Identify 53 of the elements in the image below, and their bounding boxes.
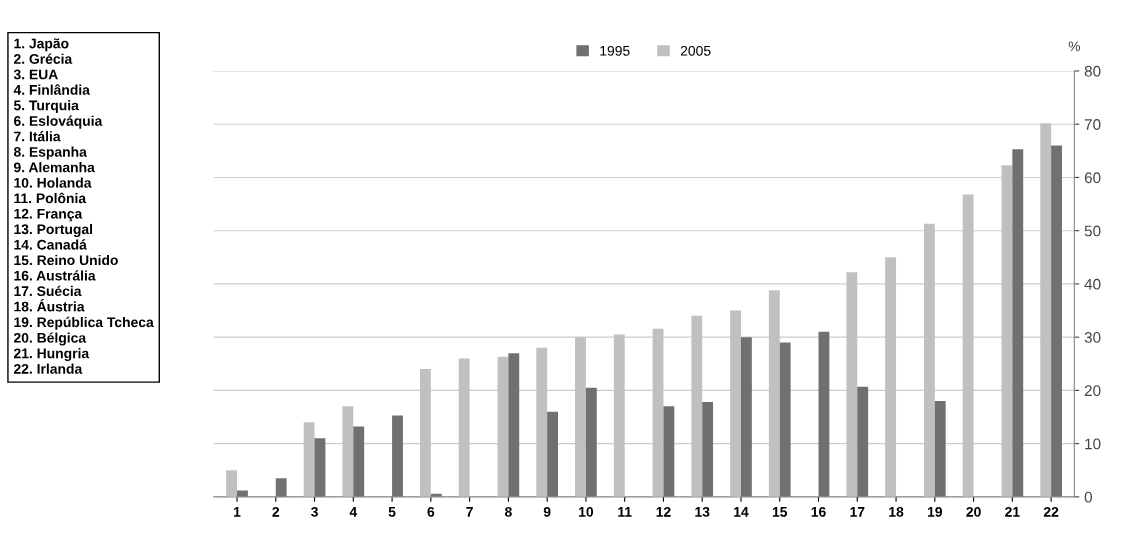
x-tick-label: 10 (579, 506, 594, 517)
bar (392, 415, 403, 497)
bar (226, 470, 238, 497)
x-tick-label: 20 (966, 506, 981, 517)
x-tick-label: 2 (272, 506, 280, 517)
legend-label: 2005 (680, 45, 711, 56)
x-tick-label: 14 (734, 507, 749, 517)
x-tick-label: 8 (504, 506, 512, 517)
x-tick-label: 6 (427, 506, 435, 517)
x-tick-label: 1 (234, 507, 241, 517)
x-tick-label: 7 (466, 507, 473, 517)
bar (779, 342, 791, 497)
x-tick-label: 9 (543, 506, 551, 517)
y-tick-label: 20 (1084, 385, 1101, 397)
text: 1. Japão 2. Grécia 3. EUA 4. Finlândia 5. Turquia 6. Eslováquia 7. Itália 8. Espanha 9. Alemanha 10. Holanda 11. Polônia 12. França 13. Portugal 14. Canadá 15. Reino Unido 16. Austrália 17. Suécia 18. Áustria 19. República Tcheca 20. Bélgica 21. Hungria 22. Irlanda (13, 38, 154, 374)
x-tick-label: 15 (772, 507, 788, 517)
bar (1012, 149, 1024, 497)
x-tick-label: 21 (1005, 506, 1020, 517)
bar (857, 386, 869, 497)
x-tick-label: 18 (889, 506, 904, 517)
y-tick-label: 0 (1084, 491, 1092, 503)
bar (547, 411, 558, 497)
x-tick-label: 17 (850, 507, 865, 517)
bar (1051, 145, 1062, 497)
bar (275, 478, 287, 497)
y-tick-label: 30 (1084, 332, 1101, 343)
x-tick-label: 19 (927, 506, 943, 517)
bar (818, 331, 830, 497)
x-tick-label: 22 (1043, 506, 1059, 517)
x-tick-label: 13 (695, 506, 710, 517)
bar (740, 337, 752, 497)
bar (702, 402, 714, 497)
bar (585, 387, 597, 497)
x-tick-label: 12 (656, 506, 671, 517)
bar (353, 426, 365, 497)
bar (663, 406, 675, 497)
bar (934, 401, 946, 497)
x-tick-label: 4 (349, 507, 358, 517)
bar (237, 490, 248, 497)
y-tick-label: 50 (1084, 225, 1101, 237)
y-axis-title: % (1068, 41, 1081, 52)
bar (314, 438, 326, 497)
y-tick-label: 10 (1085, 438, 1101, 450)
y-tick-label: 60 (1084, 172, 1101, 184)
legend-label: 1995 (600, 45, 630, 56)
y-tick-label: 40 (1084, 278, 1101, 290)
x-tick-label: 5 (388, 507, 396, 517)
x-tick-label: 3 (311, 506, 318, 517)
x-tick-label: 11 (618, 507, 632, 517)
x-tick-label: 16 (811, 506, 826, 517)
y-tick-label: 80 (1084, 65, 1101, 77)
y-tick-label: 70 (1084, 119, 1101, 130)
bar (508, 353, 520, 497)
